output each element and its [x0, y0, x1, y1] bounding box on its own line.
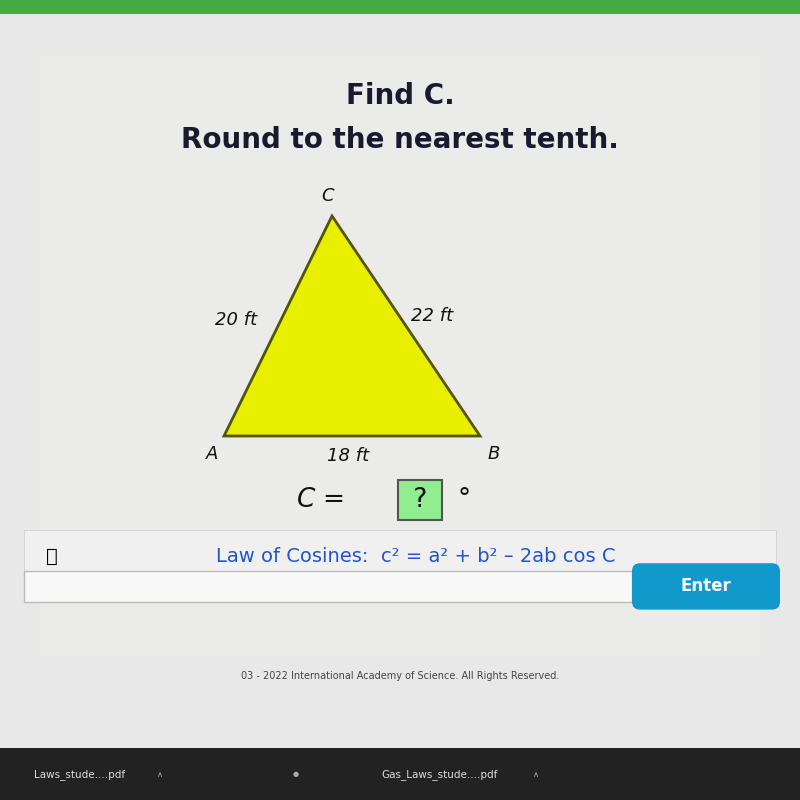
FancyBboxPatch shape	[40, 56, 760, 656]
Text: Enter: Enter	[681, 578, 731, 595]
Text: Gas_Laws_stude....pdf: Gas_Laws_stude....pdf	[382, 769, 498, 780]
FancyBboxPatch shape	[24, 530, 776, 572]
Text: ∧: ∧	[533, 770, 539, 779]
FancyBboxPatch shape	[632, 563, 780, 610]
Text: Round to the nearest tenth.: Round to the nearest tenth.	[181, 126, 619, 154]
Text: ●: ●	[293, 771, 299, 778]
FancyBboxPatch shape	[24, 571, 632, 602]
Polygon shape	[224, 216, 480, 436]
Text: 💡: 💡	[46, 546, 58, 566]
Text: °: °	[458, 487, 470, 513]
Text: 22 ft: 22 ft	[411, 307, 453, 325]
Text: $C$ =: $C$ =	[296, 487, 347, 513]
Text: ?: ?	[405, 487, 435, 513]
Text: Laws_stude....pdf: Laws_stude....pdf	[34, 769, 126, 780]
Text: B: B	[487, 446, 500, 463]
FancyBboxPatch shape	[0, 0, 800, 14]
Text: A: A	[206, 446, 218, 463]
Text: 20 ft: 20 ft	[215, 311, 257, 329]
Text: Law of Cosines:  c² = a² + b² – 2ab cos C: Law of Cosines: c² = a² + b² – 2ab cos C	[216, 546, 616, 566]
Text: C: C	[322, 187, 334, 205]
Text: 03 - 2022 International Academy of Science. All Rights Reserved.: 03 - 2022 International Academy of Scien…	[241, 671, 559, 681]
FancyBboxPatch shape	[0, 748, 800, 800]
Text: Find C.: Find C.	[346, 82, 454, 110]
Text: 18 ft: 18 ft	[327, 447, 369, 465]
Text: ∧: ∧	[157, 770, 163, 779]
